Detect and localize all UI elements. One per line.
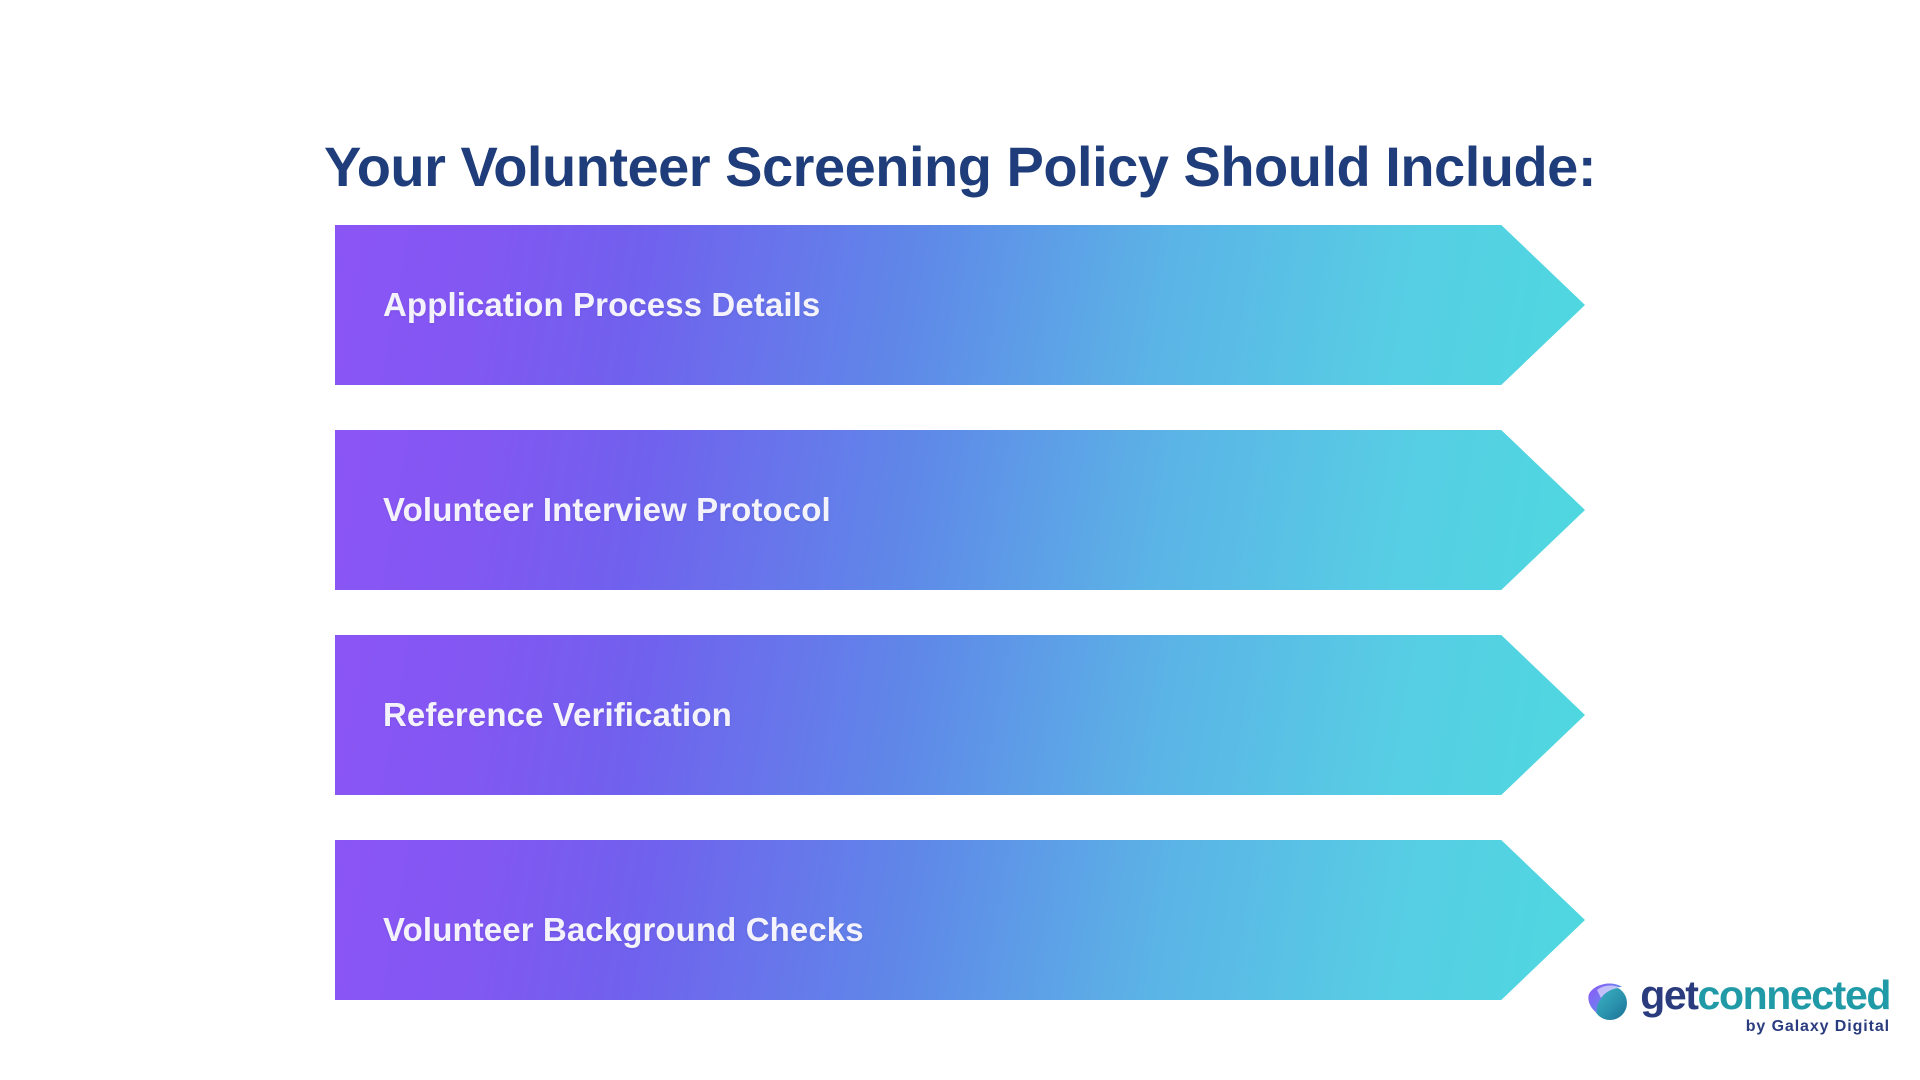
banner-list: Application Process Details Volunteer In… [335,225,1585,1000]
banner-label: Application Process Details [383,286,821,323]
list-item[interactable]: Application Process Details [335,225,1585,385]
chevron-banner-shape [335,430,1585,590]
page-title: Your Volunteer Screening Policy Should I… [324,134,1596,198]
logo-text-block: getconnected by Galaxy Digital [1640,971,1892,1036]
list-item[interactable]: Volunteer Interview Protocol [335,430,1585,590]
logo-word-get: get [1640,971,1699,1018]
chevron-banner-shape [335,635,1585,795]
list-item[interactable]: Reference Verification [335,635,1585,795]
banner-label: Reference Verification [383,696,732,733]
logo-tagline: by Galaxy Digital [1745,1018,1890,1035]
banner-label: Volunteer Interview Protocol [383,491,831,528]
list-item[interactable]: Volunteer Background Checks [335,840,1585,1000]
brand-logo[interactable]: getconnected by Galaxy Digital [1586,971,1892,1036]
logo-wordmark: getconnected [1640,971,1892,1018]
chevron-banner-shape [335,225,1585,385]
logo-word-connected: connected [1697,971,1892,1018]
banner-label: Volunteer Background Checks [383,911,864,948]
globe-swoosh-icon [1588,983,1628,1020]
chevron-banner-shape [335,840,1585,1000]
